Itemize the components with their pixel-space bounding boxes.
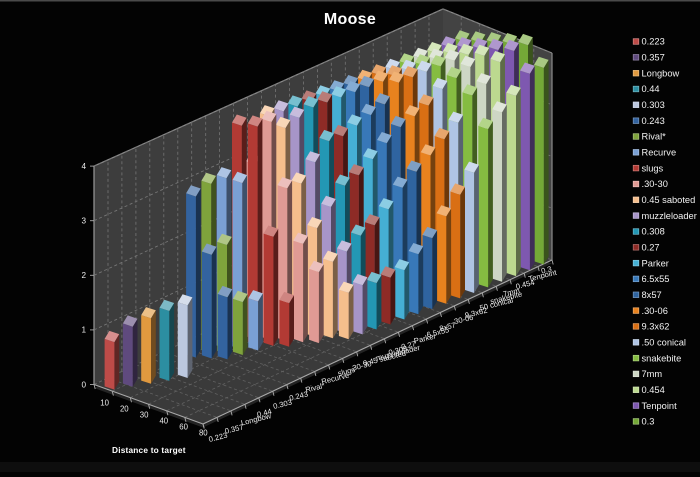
- svg-text:0.243: 0.243: [288, 389, 309, 402]
- svg-text:snakebite: snakebite: [642, 353, 682, 363]
- svg-text:.30-06: .30-06: [642, 306, 668, 316]
- svg-text:.30-30: .30-30: [642, 179, 668, 189]
- svg-text:0.303: 0.303: [642, 100, 665, 110]
- svg-text:3: 3: [81, 217, 86, 226]
- svg-text:0.454: 0.454: [642, 385, 665, 395]
- svg-text:0.454: 0.454: [515, 278, 536, 291]
- svg-text:7mm: 7mm: [502, 286, 521, 299]
- svg-text:0.243: 0.243: [642, 116, 665, 126]
- svg-text:10: 10: [100, 399, 109, 408]
- svg-text:Moose: Moose: [324, 11, 376, 28]
- svg-text:6.5x55: 6.5x55: [642, 274, 670, 284]
- svg-text:0.308: 0.308: [388, 344, 409, 357]
- svg-text:muzzleloader: muzzleloader: [642, 211, 697, 221]
- svg-text:0: 0: [81, 380, 86, 389]
- svg-text:0.44: 0.44: [642, 84, 660, 94]
- svg-text:0.3: 0.3: [540, 264, 552, 275]
- svg-text:60: 60: [179, 423, 188, 432]
- svg-text:Longbow: Longbow: [642, 68, 680, 78]
- svg-text:0.308: 0.308: [642, 227, 665, 237]
- svg-text:0.357: 0.357: [224, 422, 245, 435]
- svg-text:0.45 saboted: 0.45 saboted: [642, 195, 696, 205]
- svg-text:0.223: 0.223: [208, 431, 229, 444]
- svg-text:0.44: 0.44: [256, 407, 273, 419]
- svg-text:8x57: 8x57: [439, 320, 457, 333]
- svg-text:0.27: 0.27: [400, 339, 417, 351]
- svg-text:0.303: 0.303: [272, 398, 293, 411]
- svg-text:Tenpoint: Tenpoint: [642, 401, 678, 411]
- svg-text:0.357: 0.357: [642, 53, 665, 63]
- svg-text:Recurve: Recurve: [642, 148, 677, 158]
- svg-text:.50 conical: .50 conical: [642, 338, 686, 348]
- svg-text:7mm: 7mm: [642, 369, 663, 379]
- svg-text:9.3x62: 9.3x62: [642, 322, 670, 332]
- svg-text:80: 80: [199, 429, 208, 438]
- svg-text:0.27: 0.27: [642, 243, 660, 253]
- svg-text:slugs: slugs: [642, 163, 664, 173]
- svg-text:2: 2: [81, 271, 86, 280]
- svg-text:1: 1: [81, 326, 86, 335]
- svg-text:0.223: 0.223: [642, 37, 665, 47]
- svg-text:4: 4: [81, 162, 86, 171]
- svg-text:Parker: Parker: [642, 258, 669, 268]
- svg-text:Rival*: Rival*: [642, 132, 667, 142]
- svg-text:20: 20: [120, 405, 129, 414]
- svg-text:30: 30: [140, 411, 149, 420]
- svg-text:40: 40: [159, 417, 168, 426]
- svg-text:Distance to target: Distance to target: [112, 445, 186, 455]
- svg-text:slugs: slugs: [337, 365, 357, 378]
- svg-text:0.3: 0.3: [642, 417, 655, 427]
- svg-text:8x57: 8x57: [642, 290, 662, 300]
